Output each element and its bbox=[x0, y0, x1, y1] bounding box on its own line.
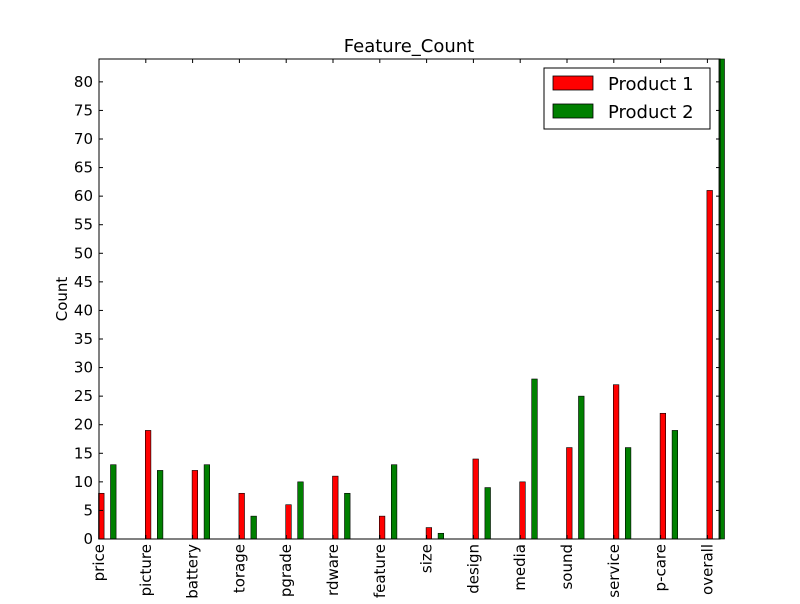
y-tick-label: 35 bbox=[74, 330, 93, 348]
x-tick-label: overall bbox=[698, 544, 716, 595]
y-axis-label: Count bbox=[53, 277, 71, 322]
bar-1-overall bbox=[706, 190, 713, 540]
bar-2-storage bbox=[250, 515, 257, 540]
x-tick-label: torage bbox=[230, 544, 248, 593]
bar-1-storage bbox=[238, 492, 245, 540]
y-tick-label: 10 bbox=[74, 473, 93, 491]
legend-label: Product 2 bbox=[608, 102, 694, 123]
y-tick-label: 30 bbox=[74, 359, 93, 377]
bar-1-hardware bbox=[332, 475, 339, 540]
y-tick-label: 55 bbox=[74, 216, 93, 234]
bar-2-picture bbox=[157, 470, 164, 540]
y-tick-label: 80 bbox=[74, 73, 93, 91]
bars-layer bbox=[98, 58, 725, 540]
bar-2-size bbox=[437, 532, 445, 540]
bar-2-sound bbox=[578, 395, 585, 540]
y-tick-label: 60 bbox=[74, 187, 93, 205]
y-tick-label: 65 bbox=[74, 159, 93, 177]
axes-frame bbox=[98, 58, 721, 540]
bar-2-service bbox=[624, 447, 632, 540]
y-tick-label: 40 bbox=[74, 301, 93, 319]
bar-2-battery bbox=[203, 464, 211, 540]
bar-2-price bbox=[110, 464, 117, 540]
x-tick-label: size bbox=[418, 544, 436, 573]
bar-2-media bbox=[531, 378, 538, 540]
legend: Product 1 Product 2 bbox=[543, 67, 711, 130]
x-tick-label: design bbox=[464, 544, 482, 594]
bar-1-picture bbox=[145, 430, 152, 540]
bar-1-sound bbox=[566, 447, 573, 540]
x-tick-label: price bbox=[90, 544, 108, 581]
bar-2-upgrade bbox=[297, 481, 304, 540]
y-tick-label: 5 bbox=[83, 501, 93, 519]
y-tick-label: 15 bbox=[74, 444, 93, 462]
y-tick-label: 0 bbox=[83, 530, 93, 548]
y-tick-label: 25 bbox=[74, 387, 93, 405]
y-tick-label: 45 bbox=[74, 273, 93, 291]
x-tick-label: media bbox=[511, 544, 529, 591]
x-tick-label: picture bbox=[137, 544, 155, 596]
x-tick-label: feature bbox=[371, 544, 389, 598]
x-tick-label: service bbox=[605, 544, 623, 598]
bar-1-upgrade bbox=[285, 504, 292, 540]
legend-swatch bbox=[552, 103, 594, 119]
chart-title: Feature_Count bbox=[344, 36, 474, 57]
y-tick-label: 50 bbox=[74, 244, 93, 262]
x-tick-label: rdware bbox=[324, 544, 342, 596]
bar-1-media bbox=[519, 481, 526, 540]
bar-2-feature bbox=[390, 464, 398, 540]
x-tick-label: sound bbox=[558, 544, 576, 590]
x-tick-label: battery bbox=[184, 544, 202, 599]
bar-1-design bbox=[472, 458, 479, 540]
x-axis: price picture battery torage pgrade rdware fea… bbox=[90, 59, 716, 599]
bar-1-service bbox=[612, 384, 620, 540]
bar-2-hardware bbox=[344, 492, 351, 540]
bar-2-design bbox=[484, 487, 491, 540]
y-axis: 0 5 10 15 20 25 30 35 40 45 50 55 60 65 70 75 80 bbox=[74, 73, 720, 548]
y-tick-label: 75 bbox=[74, 101, 93, 119]
y-tick-label: 70 bbox=[74, 130, 93, 148]
y-tick-label: 20 bbox=[74, 416, 93, 434]
x-tick-label: pgrade bbox=[277, 544, 295, 597]
bar-1-setup-care bbox=[659, 412, 666, 540]
bar-1-battery bbox=[191, 470, 199, 540]
bar-2-setup-care bbox=[671, 430, 678, 540]
legend-label: Product 1 bbox=[608, 74, 694, 95]
x-tick-label: p-care bbox=[652, 544, 670, 591]
legend-swatch bbox=[552, 75, 594, 91]
bar-2-overall bbox=[718, 58, 725, 540]
